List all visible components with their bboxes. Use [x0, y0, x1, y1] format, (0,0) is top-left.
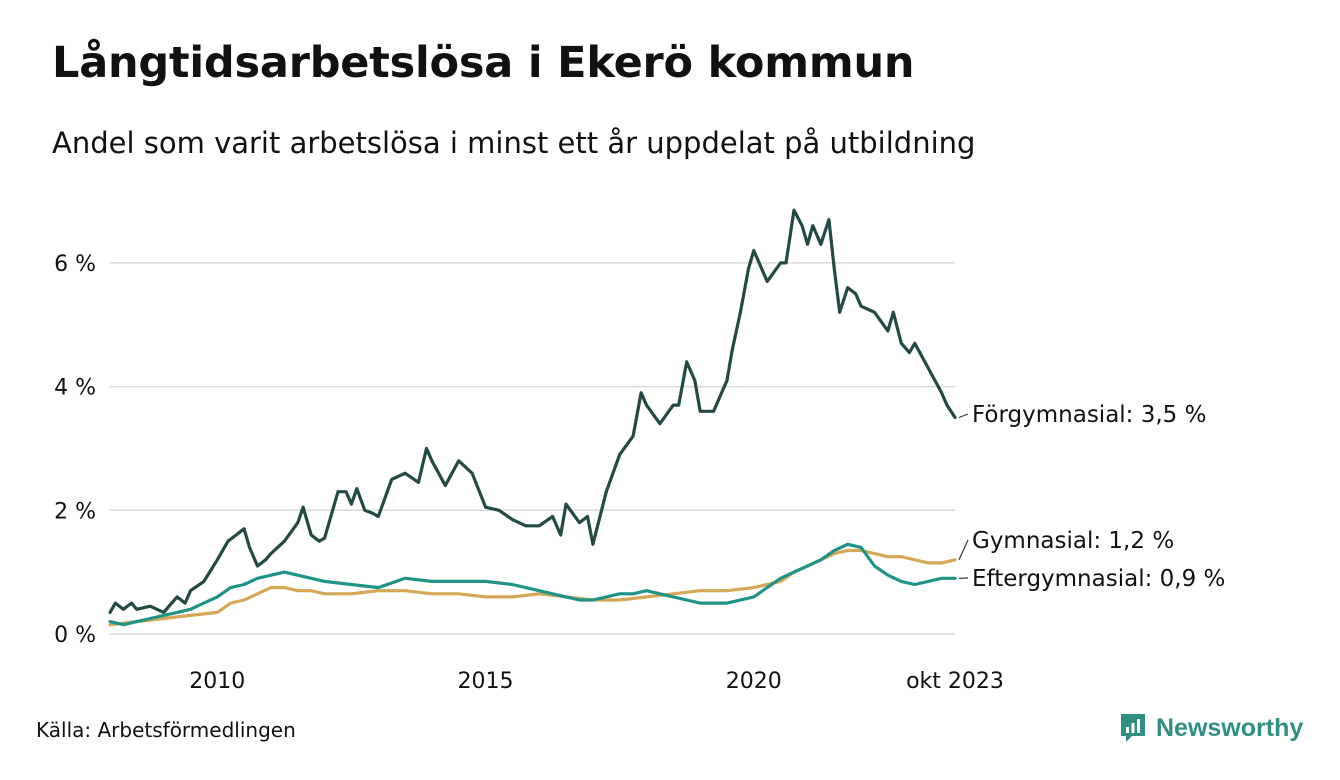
series-end-labels: Förgymnasial: 3,5 % Gymnasial: 1,2 % Efter…	[958, 402, 1225, 592]
y-tick-label: 6 %	[54, 252, 96, 277]
newsworthy-logo-icon	[1121, 714, 1145, 742]
label-connector	[958, 413, 969, 419]
series-end-label: Eftergymnasial: 0,9 %	[972, 566, 1225, 592]
x-tick-label: okt 2023	[906, 669, 1004, 694]
y-tick-label: 4 %	[54, 376, 96, 401]
x-tick-label: 2015	[458, 669, 514, 694]
x-axis-ticks: 2010 2015 2020 okt 2023	[189, 669, 1004, 694]
y-tick-label: 2 %	[54, 499, 96, 524]
series-line-eftergymnasial	[108, 542, 957, 627]
series-end-label: Förgymnasial: 3,5 %	[972, 402, 1206, 428]
y-axis-ticks: 0 % 2 % 4 % 6 %	[54, 252, 96, 648]
series-line-förgymnasial	[108, 208, 957, 615]
source-note: Källa: Arbetsförmedlingen	[36, 718, 296, 742]
brand-name: Newsworthy	[1156, 713, 1304, 742]
series-end-label: Gymnasial: 1,2 %	[972, 528, 1174, 554]
x-tick-label: 2010	[189, 669, 245, 694]
brand-logo: Newsworthy	[1118, 712, 1303, 744]
line-chart: 0 % 2 % 4 % 6 % 2010 2015 2020 okt 2023 Förgym…	[54, 208, 1225, 694]
gridlines	[110, 262, 955, 635]
chart-title: Långtidsarbetslösa i Ekerö kommun	[52, 38, 915, 88]
chart-subtitle: Andel som varit arbetslösa i minst ett å…	[52, 126, 976, 160]
x-tick-label: 2020	[726, 669, 782, 694]
series-lines	[108, 208, 957, 627]
label-connector	[958, 539, 969, 561]
y-tick-label: 0 %	[54, 623, 96, 648]
